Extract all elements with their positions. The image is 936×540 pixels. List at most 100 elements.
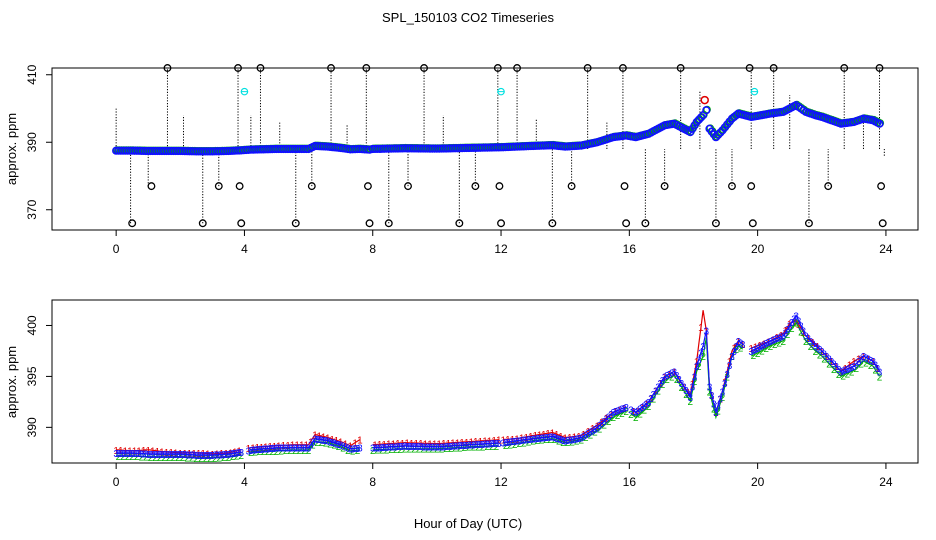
x-tick-label: 16: [623, 475, 637, 489]
series-marker-3: 3: [411, 442, 417, 453]
series-marker-2: 2: [221, 453, 227, 464]
series-marker-2: 2: [674, 375, 680, 386]
series-marker-3: 3: [494, 439, 500, 450]
series-marker-2: 2: [425, 445, 431, 456]
series-marker-3: 3: [606, 412, 612, 423]
series-marker-2: 2: [143, 453, 149, 464]
series-marker-2: 2: [633, 413, 639, 424]
series-marker-3: 3: [826, 355, 832, 366]
series-marker-1: 1: [576, 432, 582, 443]
series-marker-2: 2: [588, 430, 594, 441]
series-marker-2: 2: [257, 447, 263, 458]
series-marker-3: 3: [166, 450, 172, 461]
series-marker-2: 2: [180, 453, 186, 464]
series-marker-3: 3: [694, 362, 700, 373]
series-marker-3: 3: [478, 440, 484, 451]
series-marker-3: 3: [772, 335, 778, 346]
series-marker-3: 3: [221, 450, 227, 461]
cyan-point: [750, 87, 759, 96]
series-marker-1: 1: [541, 430, 547, 441]
series-marker-3: 3: [397, 442, 403, 453]
series-marker-1: 1: [478, 437, 484, 448]
series-marker-1: 1: [436, 439, 442, 450]
series-marker-1: 1: [423, 439, 429, 450]
x-tick-label: 24: [879, 242, 893, 256]
series-marker-2: 2: [583, 433, 589, 444]
series-marker-3: 3: [250, 446, 256, 457]
series-marker-3: 3: [709, 391, 715, 402]
series-marker-1: 1: [352, 439, 358, 450]
series-marker-3: 3: [615, 406, 621, 417]
series-marker-3: 3: [462, 441, 468, 452]
series-marker-3: 3: [407, 442, 413, 453]
series-marker-3: 3: [485, 439, 491, 450]
series-marker-3: 3: [436, 443, 442, 454]
series-marker-2: 2: [601, 421, 607, 432]
series-marker-3: 3: [711, 400, 717, 411]
series-marker-2: 2: [226, 453, 232, 464]
series-marker-3: 3: [350, 444, 356, 455]
series-marker-1: 1: [386, 440, 392, 451]
series-marker-3: 3: [482, 440, 488, 451]
series-marker-3: 3: [357, 444, 363, 455]
series-marker-3: 3: [352, 444, 358, 455]
series-marker-3: 3: [646, 398, 652, 409]
series-marker-2: 2: [696, 362, 702, 373]
series-marker-1: 1: [505, 435, 511, 446]
series-marker-3: 3: [372, 444, 378, 455]
series-marker-2: 2: [166, 453, 172, 464]
series-marker-3: 3: [724, 370, 730, 381]
series-marker-1: 1: [648, 394, 654, 405]
series-marker-2: 2: [692, 377, 698, 388]
series-marker-3: 3: [200, 451, 206, 462]
series-marker-2: 2: [439, 444, 445, 455]
series-marker-1: 1: [851, 357, 857, 368]
outlier-point: [711, 219, 720, 228]
series-marker-3: 3: [252, 445, 258, 456]
series-marker-3: 3: [761, 340, 767, 351]
y-tick-label: 390: [25, 132, 39, 152]
series-marker-1: 1: [357, 436, 363, 447]
series-marker-3: 3: [452, 442, 458, 453]
outlier-point: [235, 182, 244, 191]
series-marker-3: 3: [755, 344, 761, 355]
series-marker-1: 1: [155, 447, 161, 458]
series-marker-2: 2: [592, 428, 598, 439]
series-marker-3: 3: [759, 342, 765, 353]
series-marker-3: 3: [294, 444, 300, 455]
series-marker-2: 2: [565, 438, 571, 449]
series-marker-3: 3: [441, 442, 447, 453]
series-marker-3: 3: [815, 344, 821, 355]
series-marker-2: 2: [175, 453, 181, 464]
series-marker-3: 3: [400, 442, 406, 453]
series-marker-3: 3: [127, 449, 133, 460]
series-marker-2: 2: [547, 435, 553, 446]
series-marker-3: 3: [805, 334, 811, 345]
series-marker-3: 3: [116, 449, 122, 460]
series-marker-1: 1: [528, 432, 534, 443]
outlier-point: [234, 64, 242, 72]
series-marker-3: 3: [608, 410, 614, 421]
series-marker-2: 2: [845, 369, 851, 380]
series-marker-1: 1: [372, 441, 378, 452]
series-marker-1: 1: [753, 343, 759, 354]
series-marker-2: 2: [798, 328, 804, 339]
series-marker-2: 2: [420, 445, 426, 456]
x-tick-label: 4: [241, 242, 248, 256]
series-marker-1: 1: [635, 406, 641, 417]
series-marker-3: 3: [560, 436, 566, 447]
series-marker-1: 1: [621, 404, 627, 415]
series-marker-3: 3: [599, 419, 605, 430]
series-marker-3: 3: [768, 337, 774, 348]
series-marker-3: 3: [523, 435, 529, 446]
series-marker-3: 3: [793, 311, 799, 322]
series-marker-1: 1: [446, 439, 452, 450]
series-marker-1: 1: [473, 437, 479, 448]
series-marker-3: 3: [631, 407, 637, 418]
series-marker-2: 2: [171, 453, 177, 464]
series-marker-2: 2: [466, 443, 472, 454]
series-marker-3: 3: [727, 361, 733, 372]
series-marker-2: 2: [574, 436, 580, 447]
series-marker-3: 3: [238, 448, 244, 459]
